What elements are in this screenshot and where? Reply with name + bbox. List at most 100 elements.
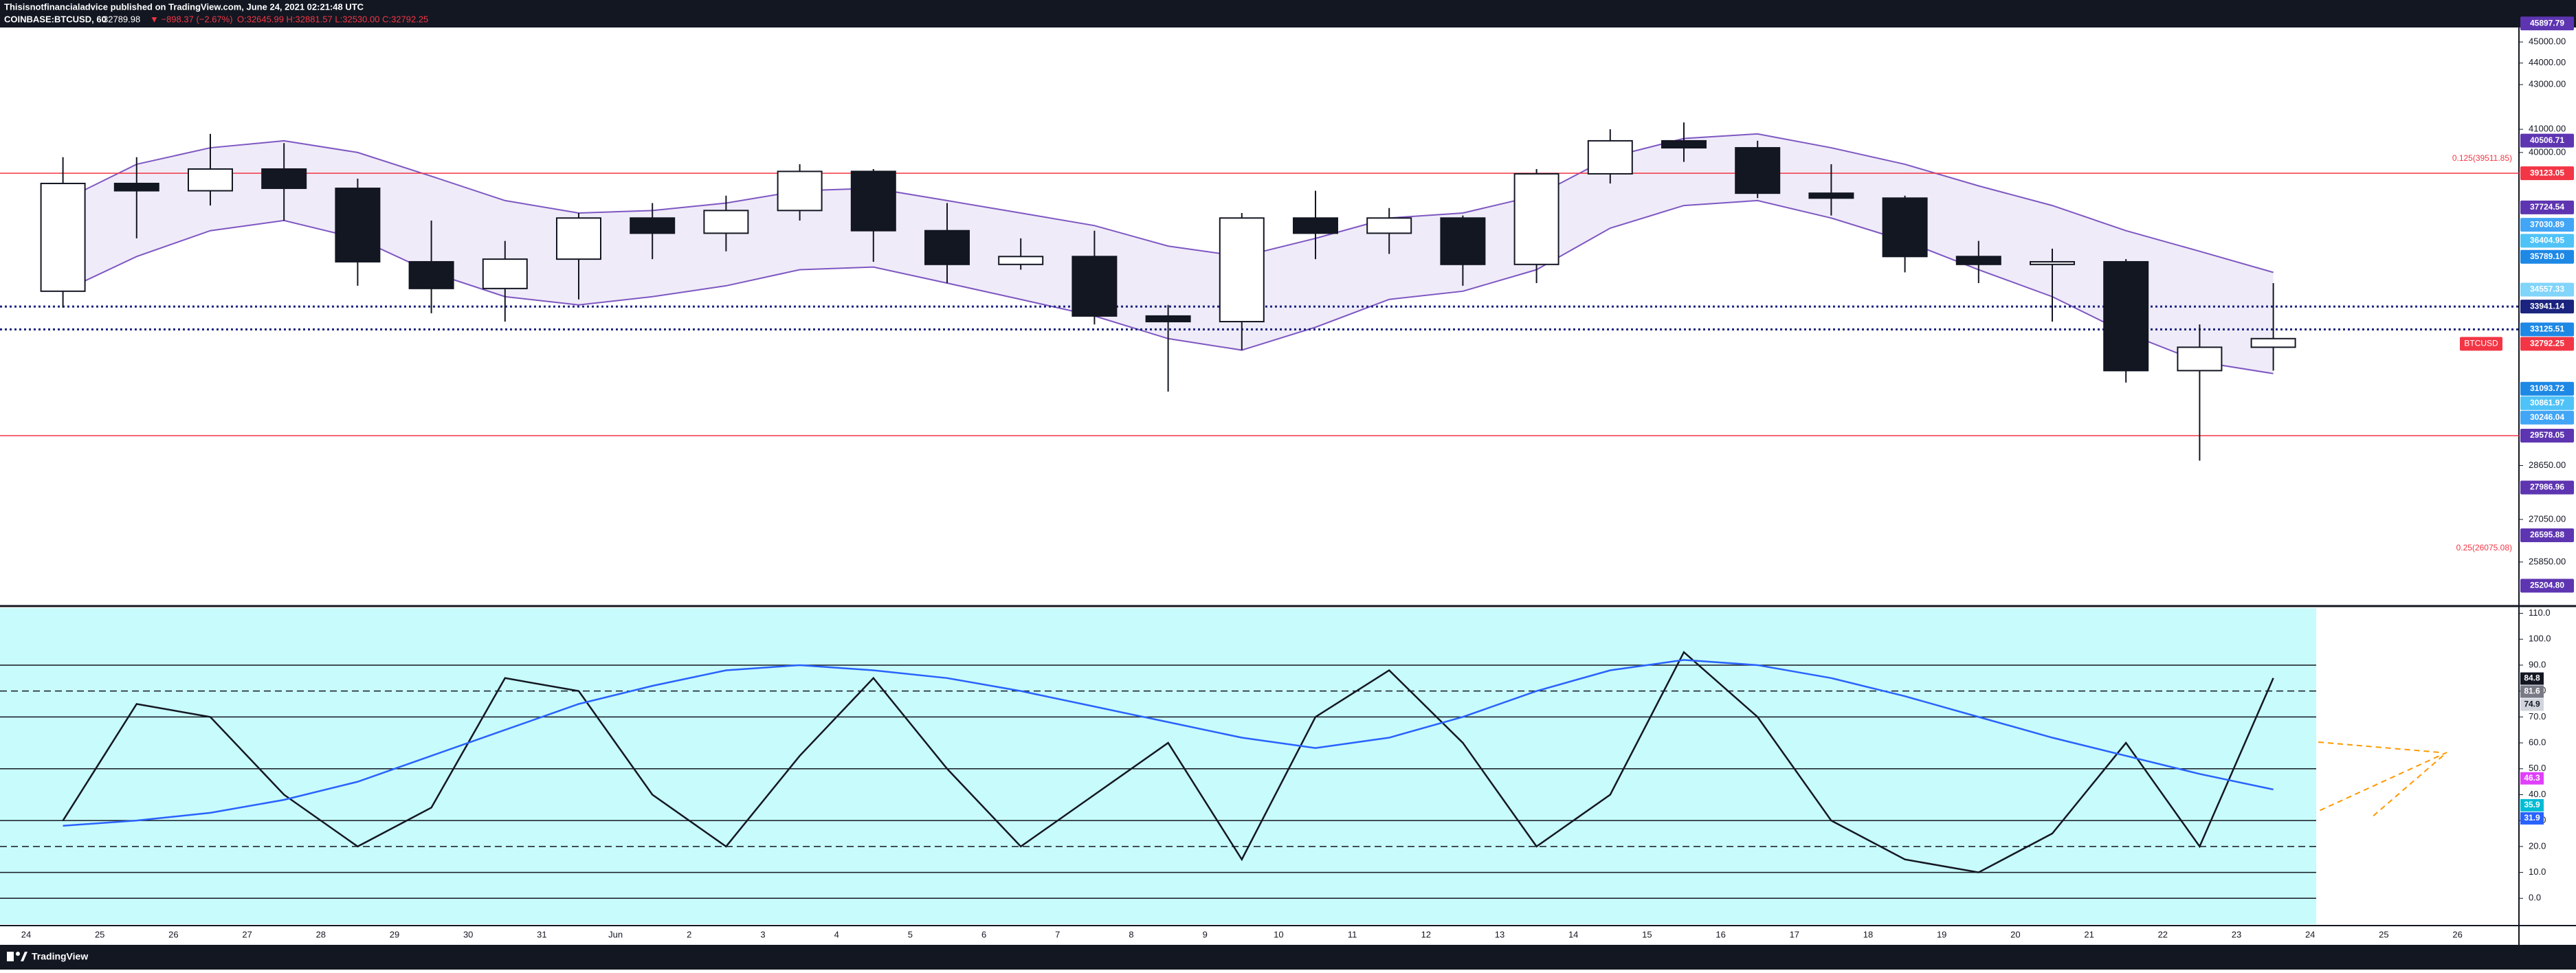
candle-body [1219,217,1265,323]
price-tag [2520,381,2574,396]
price-tag [2520,282,2574,297]
y-tick-label: 10.0 [2529,866,2546,877]
candle-body [703,210,749,234]
candle-body [2030,260,2075,265]
candle-body [556,217,601,260]
symbol: COINBASE:BTCUSD, 60 [4,14,107,24]
candle-body [1587,139,1633,175]
y-tick-label: 70.0 [2529,711,2546,722]
candle-body [188,168,233,192]
x-tick-label: 17 [1790,929,1799,939]
candle-body [1072,256,1118,317]
candle-body [1145,315,1191,323]
x-tick-label: 27 [242,929,252,939]
candle-body [1808,192,1854,199]
price-tag [2520,300,2574,314]
x-tick-label: 3 [760,929,765,939]
price-tag-label: 37030.89 [2530,219,2564,229]
x-tick-label: 24 [21,929,31,939]
price-tag-label: 35789.10 [2530,251,2564,261]
symbol-tag-label: BTCUSD [2464,338,2498,348]
oscillator-line [62,651,2274,873]
price-tag [2520,337,2574,351]
price-tag [2520,16,2574,31]
candle-body [1735,147,1781,194]
fib-label: 0.25(26075.08) [2456,543,2512,552]
candle-body [1293,217,1338,234]
x-tick-label: 6 [981,929,986,939]
band-fill [63,133,2274,374]
value-tag-label: 35.9 [2524,800,2540,809]
price-tag-label: 45897.79 [2530,18,2564,27]
candle-body [40,182,86,292]
price-tag [2520,234,2574,248]
candle-body [1440,217,1486,265]
y-tick-label: 25850.00 [2529,556,2566,566]
x-tick-label: 9 [1203,929,1208,939]
price-tag-label: 40506.71 [2530,135,2564,145]
candle-body [2177,346,2223,372]
x-tick-label: 30 [463,929,473,939]
price-tag-label: 27986.96 [2530,482,2564,492]
x-tick-label: 26 [2452,929,2462,939]
candle-body [1661,139,1707,149]
x-tick-label: 8 [1129,929,1133,939]
price-tag-label: 25204.80 [2530,581,2564,590]
price-tag [2520,528,2574,543]
x-tick-label: 24 [2305,929,2315,939]
y-tick-label: 0.0 [2529,893,2541,903]
price-tag-label: 33125.51 [2530,324,2564,333]
header-bar [0,0,2576,27]
value-tag-label: 46.3 [2524,773,2540,783]
y-tick-label: 27050.00 [2529,513,2566,524]
x-tick-label: 22 [2158,929,2168,939]
y-tick-label: 90.0 [2529,659,2546,669]
price-tag-label: 34557.33 [2530,284,2564,294]
candle-body [2103,260,2149,372]
price-tag-label: 31093.72 [2530,383,2564,393]
y-tick-label: 110.0 [2529,607,2551,618]
price-tag [2520,133,2574,148]
price-tag-label: 30861.97 [2530,398,2564,407]
value-tag-label: 84.8 [2524,673,2540,683]
candle-body [335,188,381,262]
candle-body [1882,197,1928,258]
x-tick-label: 11 [1348,929,1357,939]
price-tag-label: 32792.25 [2530,338,2564,348]
symbol-tag [2460,337,2502,351]
x-tick-label: 7 [1055,929,1060,939]
candle-body [998,256,1044,265]
x-tick-label: 14 [1568,929,1578,939]
x-tick-label: 26 [168,929,178,939]
price-tag-label: 37724.54 [2530,202,2564,212]
last-price: 32789.98 [103,14,140,24]
oscillator-bg [0,608,2316,924]
x-tick-label: 18 [1863,929,1873,939]
price-tag [2520,428,2574,443]
y-tick-label: 40000.00 [2529,146,2566,157]
price-tag-label: 39123.05 [2530,168,2564,177]
footer-bar [0,945,2576,970]
fib-label: 0.125(39511.85) [2452,153,2512,163]
price-tag [2520,410,2574,425]
band-upper [63,133,2274,273]
candle-body [850,170,896,232]
price-tag [2520,249,2574,264]
y-tick-label: 41000.00 [2529,124,2566,134]
value-tag [2520,685,2544,698]
x-tick-label: 5 [908,929,913,939]
ohlc: O:32645.99 H:32881.57 L:32530.00 C:32792… [237,14,428,24]
y-tick-label: 50.0 [2529,763,2546,773]
price-tag [2520,396,2574,410]
x-tick-label: 20 [2010,929,2020,939]
price-tag [2520,200,2574,214]
y-tick-label: 100.0 [2529,634,2551,644]
price-tag [2520,322,2574,337]
price-tag-label: 29578.05 [2530,430,2564,440]
x-tick-label: 16 [1716,929,1725,939]
price-tag [2520,480,2574,495]
candle-body [777,170,823,212]
price-tag-label: 30246.04 [2530,412,2564,422]
brand-logo [7,952,27,961]
